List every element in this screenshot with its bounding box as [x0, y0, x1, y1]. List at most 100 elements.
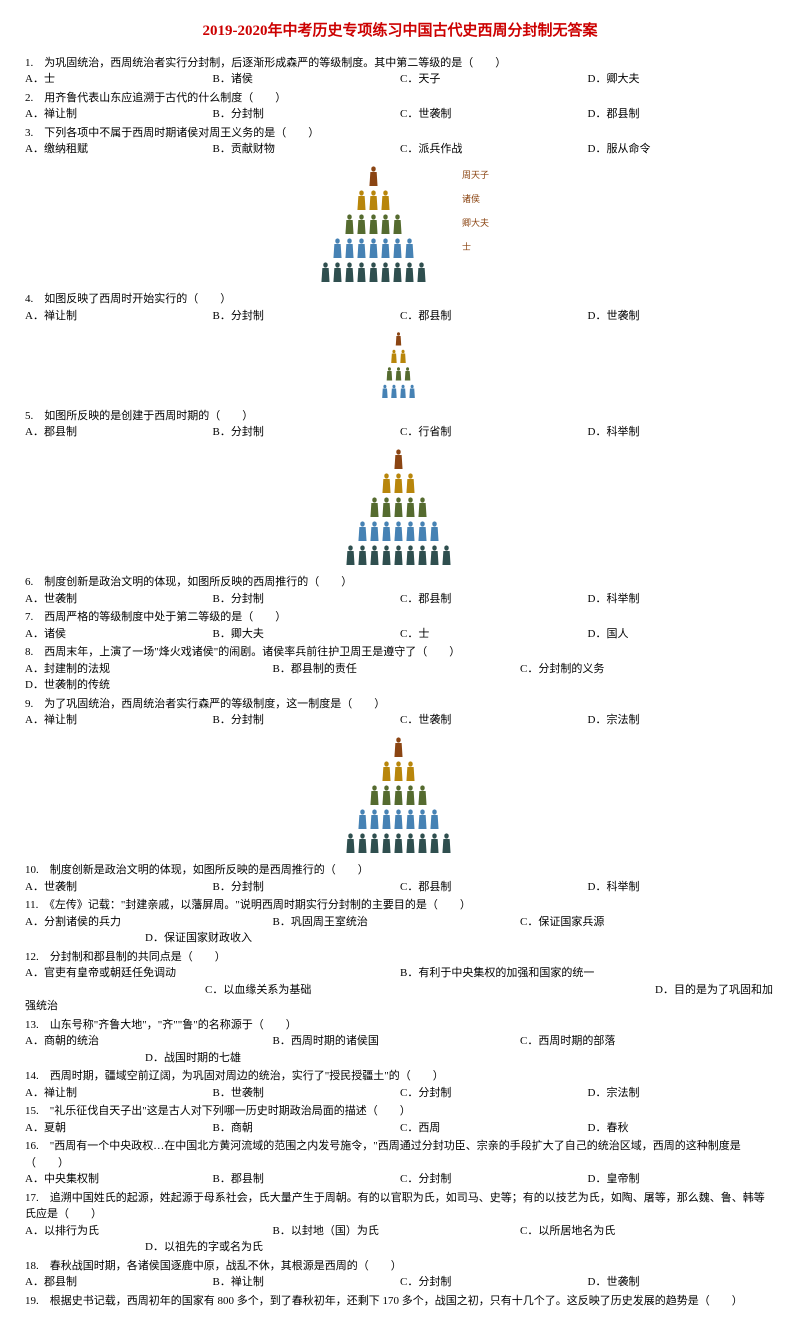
option: C．分封制	[400, 1085, 588, 1102]
option: B．商朝	[213, 1120, 401, 1137]
options-row: A．禅让制B．分封制C．世袭制D．郡县制	[25, 106, 775, 123]
option: D．国人	[588, 626, 776, 643]
svg-text:周天子: 周天子	[462, 170, 489, 180]
option: C．士	[400, 626, 588, 643]
option: A．郡县制	[25, 424, 213, 441]
options-row: A．以排行为氏B．以封地（国）为氏C．以所居地名为氏D．以祖先的字或名为氏	[25, 1223, 775, 1256]
options-row: A．郡县制B．禅让制C．分封制D．世袭制	[25, 1274, 775, 1291]
option: C．世袭制	[400, 106, 588, 123]
question-10: 10. 制度创新是政治文明的体现，如图所反映的是西周推行的（ ）A．世袭制B．分…	[25, 862, 775, 895]
question-14: 14. 西周时期，疆域空前辽阔，为巩固对周边的统治，实行了"授民授疆土"的（ ）…	[25, 1068, 775, 1101]
option: A．世袭制	[25, 879, 213, 896]
question-text: 6. 制度创新是政治文明的体现，如图所反映的西周推行的（ ）	[25, 574, 775, 591]
options-row: A．诸侯B．卿大夫C．士D．国人	[25, 626, 775, 643]
question-text: 1. 为巩固统治，西周统治者实行分封制，后逐渐形成森严的等级制度。其中第二等级的…	[25, 55, 775, 72]
option: A．缴纳租赋	[25, 141, 213, 158]
option: B．诸侯	[213, 71, 401, 88]
question-text: 13. 山东号称"齐鲁大地"，"齐""鲁"的名称源于（ ）	[25, 1017, 775, 1034]
option: B．分封制	[213, 712, 401, 729]
option: D．皇帝制	[588, 1171, 776, 1188]
option: A．夏朝	[25, 1120, 213, 1137]
option: B．贡献财物	[213, 141, 401, 158]
option: D．科举制	[588, 879, 776, 896]
options-row: A．禅让制B．世袭制C．分封制D．宗法制	[25, 1085, 775, 1102]
question-list: 1. 为巩固统治，西周统治者实行分封制，后逐渐形成森严的等级制度。其中第二等级的…	[25, 55, 775, 1310]
option: B．分封制	[213, 106, 401, 123]
options-row: A．世袭制B．分封制C．郡县制D．科举制	[25, 591, 775, 608]
option: C．西周	[400, 1120, 588, 1137]
options-row: A．官吏有皇帝或朝廷任免调动B．有利于中央集权的加强和国家的统一C．以血缘关系为…	[25, 965, 775, 1015]
question-9: 9. 为了巩固统治，西周统治者实行森严的等级制度，这一制度是（ ）A．禅让制B．…	[25, 696, 775, 729]
pyramid-diagram: 周天子诸侯卿大夫士	[25, 162, 775, 288]
question-text: 10. 制度创新是政治文明的体现，如图所反映的是西周推行的（ ）	[25, 862, 775, 879]
question-12: 12. 分封制和郡县制的共同点是（ ）A．官吏有皇帝或朝廷任免调动B．有利于中央…	[25, 949, 775, 1015]
question-text: 3. 下列各项中不属于西周时期诸侯对周王义务的是（ ）	[25, 125, 775, 142]
option: B．分封制	[213, 879, 401, 896]
pyramid-diagram	[25, 445, 775, 571]
option: C．天子	[400, 71, 588, 88]
option: B．禅让制	[213, 1274, 401, 1291]
options-row: A．世袭制B．分封制C．郡县制D．科举制	[25, 879, 775, 896]
option: B．郡县制	[213, 1171, 401, 1188]
question-1: 1. 为巩固统治，西周统治者实行分封制，后逐渐形成森严的等级制度。其中第二等级的…	[25, 55, 775, 88]
svg-text:卿大夫: 卿大夫	[462, 217, 489, 228]
option: D．世袭制	[588, 308, 776, 325]
option: C．派兵作战	[400, 141, 588, 158]
pyramid-diagram	[25, 733, 775, 859]
svg-text:诸侯: 诸侯	[462, 193, 480, 204]
question-4: 4. 如图反映了西周时开始实行的（ ）A．禅让制B．分封制C．郡县制D．世袭制	[25, 291, 775, 324]
question-text: 19. 根据史书记载，西周初年的国家有 800 多个，到了春秋初年，还剩下 17…	[25, 1293, 775, 1310]
pyramid-diagram	[25, 328, 775, 404]
question-13: 13. 山东号称"齐鲁大地"，"齐""鲁"的名称源于（ ）A．商朝的统治B．西周…	[25, 1017, 775, 1067]
option: D．郡县制	[588, 106, 776, 123]
option: B．分封制	[213, 424, 401, 441]
svg-text:士: 士	[462, 241, 471, 252]
option: C．郡县制	[400, 591, 588, 608]
options-row: A．缴纳租赋B．贡献财物C．派兵作战D．服从命令	[25, 141, 775, 158]
question-text: 9. 为了巩固统治，西周统治者实行森严的等级制度，这一制度是（ ）	[25, 696, 775, 713]
options-row: A．中央集权制B．郡县制C．分封制D．皇帝制	[25, 1171, 775, 1188]
question-15: 15. "礼乐征伐自天子出"这是古人对下列哪一历史时期政治局面的描述（ ）A．夏…	[25, 1103, 775, 1136]
option: D．卿大夫	[588, 71, 776, 88]
option: B．世袭制	[213, 1085, 401, 1102]
question-16: 16. "西周有一个中央政权…在中国北方黄河流域的范围之内发号施令，"西周通过分…	[25, 1138, 775, 1188]
option: C．郡县制	[400, 308, 588, 325]
question-17: 17. 追溯中国姓氏的起源，姓起源于母系社会，氏大量产生于周朝。有的以官职为氏，…	[25, 1190, 775, 1256]
option: D．科举制	[588, 591, 776, 608]
question-6: 6. 制度创新是政治文明的体现，如图所反映的西周推行的（ ）A．世袭制B．分封制…	[25, 574, 775, 607]
options-row: A．郡县制B．分封制C．行省制D．科举制	[25, 424, 775, 441]
option: A．禅让制	[25, 106, 213, 123]
question-3: 3. 下列各项中不属于西周时期诸侯对周王义务的是（ ）A．缴纳租赋B．贡献财物C…	[25, 125, 775, 158]
question-8: 8. 西周末年，上演了一场"烽火戏诸侯"的闹剧。诸侯率兵前往护卫周王是遵守了（ …	[25, 644, 775, 694]
option: B．卿大夫	[213, 626, 401, 643]
question-text: 7. 西周严格的等级制度中处于第二等级的是（ ）	[25, 609, 775, 626]
option: A．士	[25, 71, 213, 88]
options-row: A．分割诸侯的兵力B．巩固周王室统治C．保证国家兵源D．保证国家财政收入	[25, 914, 775, 947]
option: D．科举制	[588, 424, 776, 441]
option: C．行省制	[400, 424, 588, 441]
option: D．世袭制	[588, 1274, 776, 1291]
option: A．郡县制	[25, 1274, 213, 1291]
options-row: A．封建制的法规B．郡县制的责任C．分封制的义务D．世袭制的传统	[25, 661, 775, 694]
question-text: 5. 如图所反映的是创建于西周时期的（ ）	[25, 408, 775, 425]
question-text: 4. 如图反映了西周时开始实行的（ ）	[25, 291, 775, 308]
option: B．分封制	[213, 591, 401, 608]
options-row: A．商朝的统治B．西周时期的诸侯国C．西周时期的部落D．战国时期的七雄	[25, 1033, 775, 1066]
options-row: A．禅让制B．分封制C．世袭制D．宗法制	[25, 712, 775, 729]
question-7: 7. 西周严格的等级制度中处于第二等级的是（ ）A．诸侯B．卿大夫C．士D．国人	[25, 609, 775, 642]
question-text: 17. 追溯中国姓氏的起源，姓起源于母系社会，氏大量产生于周朝。有的以官职为氏，…	[25, 1190, 775, 1223]
option: A．世袭制	[25, 591, 213, 608]
option: A．禅让制	[25, 308, 213, 325]
question-text: 2. 用齐鲁代表山东应追溯于古代的什么制度（ ）	[25, 90, 775, 107]
option: A．禅让制	[25, 712, 213, 729]
question-18: 18. 春秋战国时期，各诸侯国逐鹿中原，战乱不休，其根源是西周的（ ）A．郡县制…	[25, 1258, 775, 1291]
option: B．分封制	[213, 308, 401, 325]
page-title: 2019-2020年中考历史专项练习中国古代史西周分封制无答案	[25, 20, 775, 43]
option: A．中央集权制	[25, 1171, 213, 1188]
options-row: A．夏朝B．商朝C．西周D．春秋	[25, 1120, 775, 1137]
option: D．宗法制	[588, 1085, 776, 1102]
option: D．春秋	[588, 1120, 776, 1137]
options-row: A．禅让制B．分封制C．郡县制D．世袭制	[25, 308, 775, 325]
question-text: 8. 西周末年，上演了一场"烽火戏诸侯"的闹剧。诸侯率兵前往护卫周王是遵守了（ …	[25, 644, 775, 661]
question-text: 12. 分封制和郡县制的共同点是（ ）	[25, 949, 775, 966]
